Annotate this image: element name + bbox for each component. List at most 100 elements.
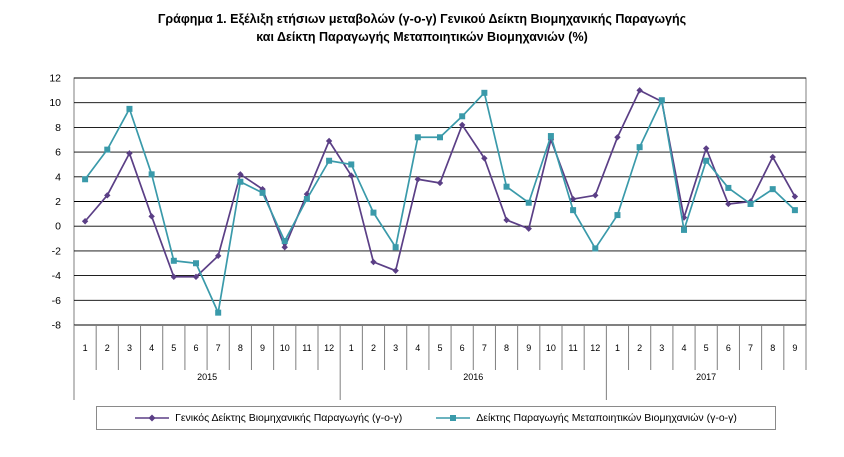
y-tick-label: 0 [55,221,61,233]
x-tick-label: 9 [260,343,265,353]
y-tick-label: -4 [52,270,61,282]
data-point-square [703,157,710,164]
y-tick-label: -8 [52,320,61,332]
chart-title: Γράφημα 1. Εξέλιξη ετήσιων μεταβολών (γ-… [0,10,844,46]
x-tick-label: 7 [216,343,221,353]
square-marker-icon [436,415,471,421]
data-point-square [481,89,488,96]
data-point-square [614,212,621,219]
data-point-square [281,238,288,245]
x-tick-label: 2 [371,343,376,353]
x-tick-label: 11 [302,343,311,353]
data-point-diamond [370,258,377,266]
data-point-square [126,105,133,112]
x-tick-label: 1 [615,343,620,353]
chart-title-line1: Γράφημα 1. Εξέλιξη ετήσιων μεταβολών (γ-… [157,12,687,26]
x-tick-label: 3 [393,343,398,353]
legend: Γενικός Δείκτης Βιομηχανικής Παραγωγής (… [96,406,776,430]
x-tick-label: 5 [704,343,709,353]
chart-title-line2: και Δείκτη Παραγωγής Μεταποιητικών Βιομη… [256,30,588,44]
data-point-square [459,113,466,120]
x-year-label: 2016 [463,372,483,382]
legend-label-manufacturing-index: Δείκτης Παραγωγής Μεταποιητικών Βιομηχαν… [476,412,737,424]
x-tick-label: 10 [546,343,556,353]
y-tick-label: 2 [55,196,61,208]
data-point-diamond [281,243,288,251]
data-point-diamond [436,179,444,187]
data-point-diamond [791,193,799,200]
x-tick-label: 9 [792,343,797,353]
data-point-square [104,146,111,153]
data-point-diamond [214,252,222,260]
x-tick-label: 3 [659,343,664,353]
x-tick-label: 4 [149,343,154,353]
data-point-square [215,309,222,316]
data-point-square [370,209,377,216]
data-point-diamond [348,172,355,179]
data-point-diamond [325,137,333,145]
x-tick-label: 7 [482,343,487,353]
x-tick-label: 6 [726,343,731,353]
data-point-diamond [237,171,244,178]
data-point-diamond [614,134,621,141]
data-point-square [237,178,244,185]
data-point-square [414,134,421,141]
data-point-square [503,183,510,190]
y-tick-label: 12 [49,73,61,85]
x-tick-label: 4 [681,343,686,353]
x-year-label: 2017 [696,372,716,382]
data-point-square [348,161,355,168]
data-point-square [170,257,177,264]
data-point-square [747,200,754,207]
data-point-diamond [636,87,643,94]
data-point-square [592,245,599,252]
data-point-square [681,226,687,233]
data-point-diamond [104,192,111,199]
data-point-diamond [769,153,776,161]
diamond-marker-icon [135,414,170,422]
x-tick-label: 11 [568,343,577,353]
data-point-square [193,260,199,267]
data-point-diamond [392,267,399,274]
data-point-square [725,184,732,191]
x-tick-label: 5 [437,343,442,353]
data-point-square [148,171,155,178]
data-point-diamond [547,136,555,143]
x-tick-label: 1 [83,343,88,353]
legend-label-general-index: Γενικός Δείκτης Βιομηχανικής Παραγωγής (… [175,412,403,424]
x-tick-label: 10 [280,343,290,353]
x-tick-label: 8 [504,343,509,353]
data-point-diamond [569,195,577,203]
y-tick-label: 6 [55,147,61,159]
data-point-diamond [126,150,133,157]
data-point-square [769,186,776,193]
data-point-square [326,157,333,164]
y-tick-label: -6 [52,295,61,307]
data-point-diamond [148,213,155,220]
legend-item-manufacturing-index: Δείκτης Παραγωγής Μεταποιητικών Βιομηχαν… [436,412,737,424]
data-point-square [547,133,554,140]
y-tick-label: 4 [55,171,61,183]
data-point-square [392,244,399,251]
data-point-diamond [81,218,89,225]
data-point-diamond [592,192,599,199]
x-tick-label: 12 [324,343,334,353]
x-tick-label: 2 [105,343,110,353]
x-tick-label: 7 [748,343,753,353]
series-2 [82,89,798,316]
y-tick-label: 8 [55,122,61,134]
data-point-square [658,97,665,104]
data-point-square [636,144,643,151]
data-point-square [525,199,532,206]
x-tick-label: 6 [193,343,198,353]
data-point-square [303,196,310,203]
x-tick-label: 12 [590,343,600,353]
data-point-diamond [458,121,466,129]
data-point-diamond [170,273,178,281]
y-axis-tick-labels: -8 -6 -4 -2 0 2 4 6 8 10 12 [49,73,61,332]
data-point-diamond [702,145,710,152]
x-tick-label: 1 [349,343,354,353]
data-point-diamond [414,176,422,183]
data-point-square [570,207,577,214]
